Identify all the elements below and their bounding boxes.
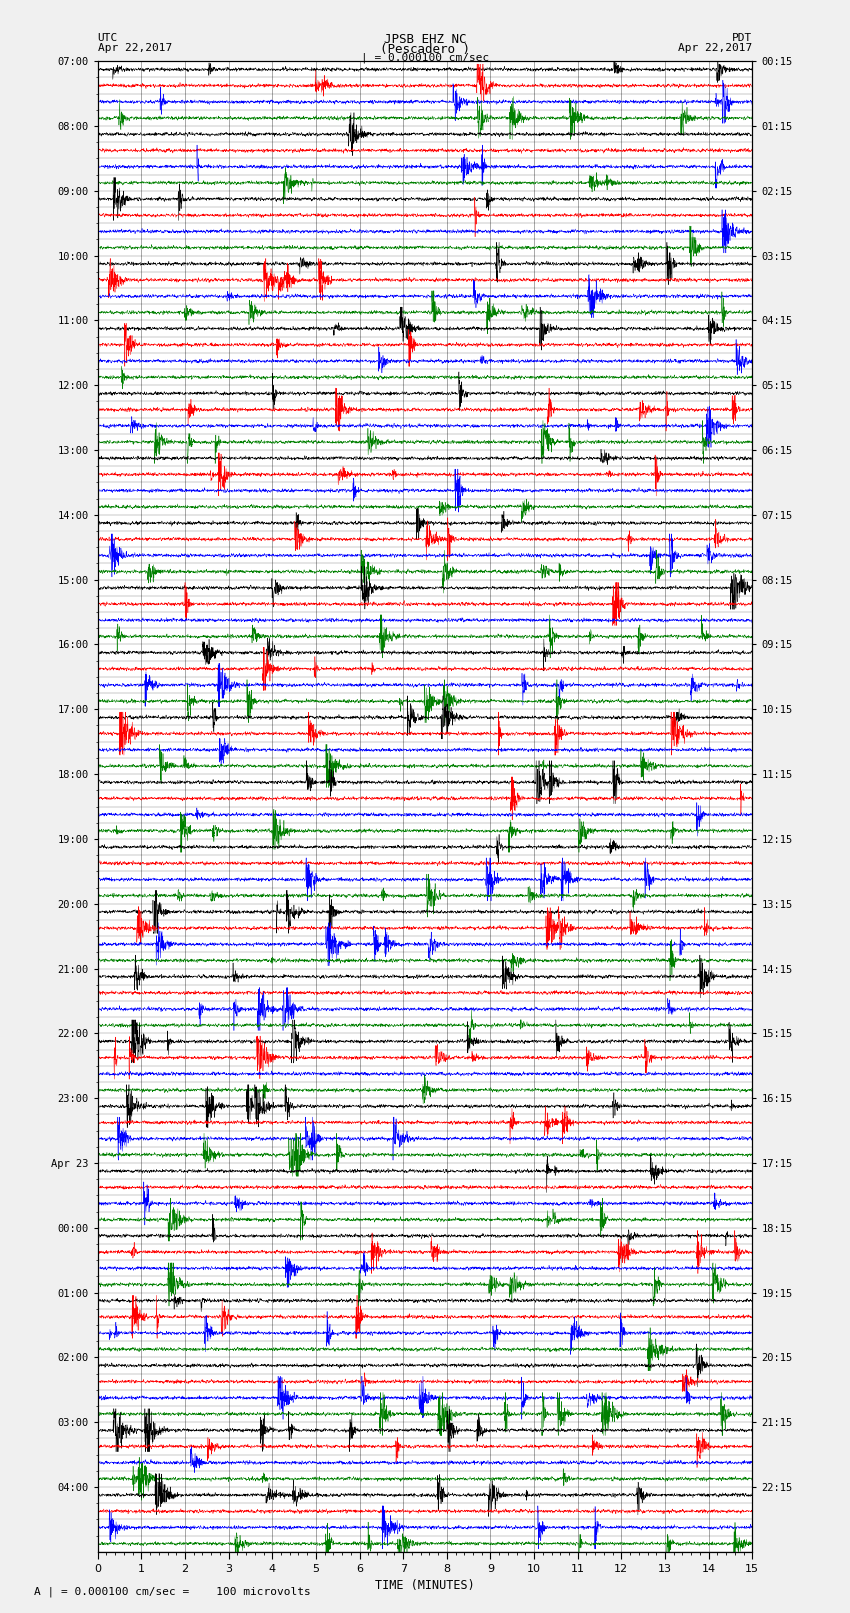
Text: A | = 0.000100 cm/sec =    100 microvolts: A | = 0.000100 cm/sec = 100 microvolts — [34, 1586, 311, 1597]
Text: (Pescadero ): (Pescadero ) — [380, 44, 470, 56]
Text: Apr 22,2017: Apr 22,2017 — [678, 44, 752, 53]
Text: UTC: UTC — [98, 32, 118, 44]
Text: | = 0.000100 cm/sec: | = 0.000100 cm/sec — [361, 52, 489, 63]
Text: JPSB EHZ NC: JPSB EHZ NC — [383, 32, 467, 47]
Text: Apr 22,2017: Apr 22,2017 — [98, 44, 172, 53]
Text: PDT: PDT — [732, 32, 752, 44]
X-axis label: TIME (MINUTES): TIME (MINUTES) — [375, 1579, 475, 1592]
